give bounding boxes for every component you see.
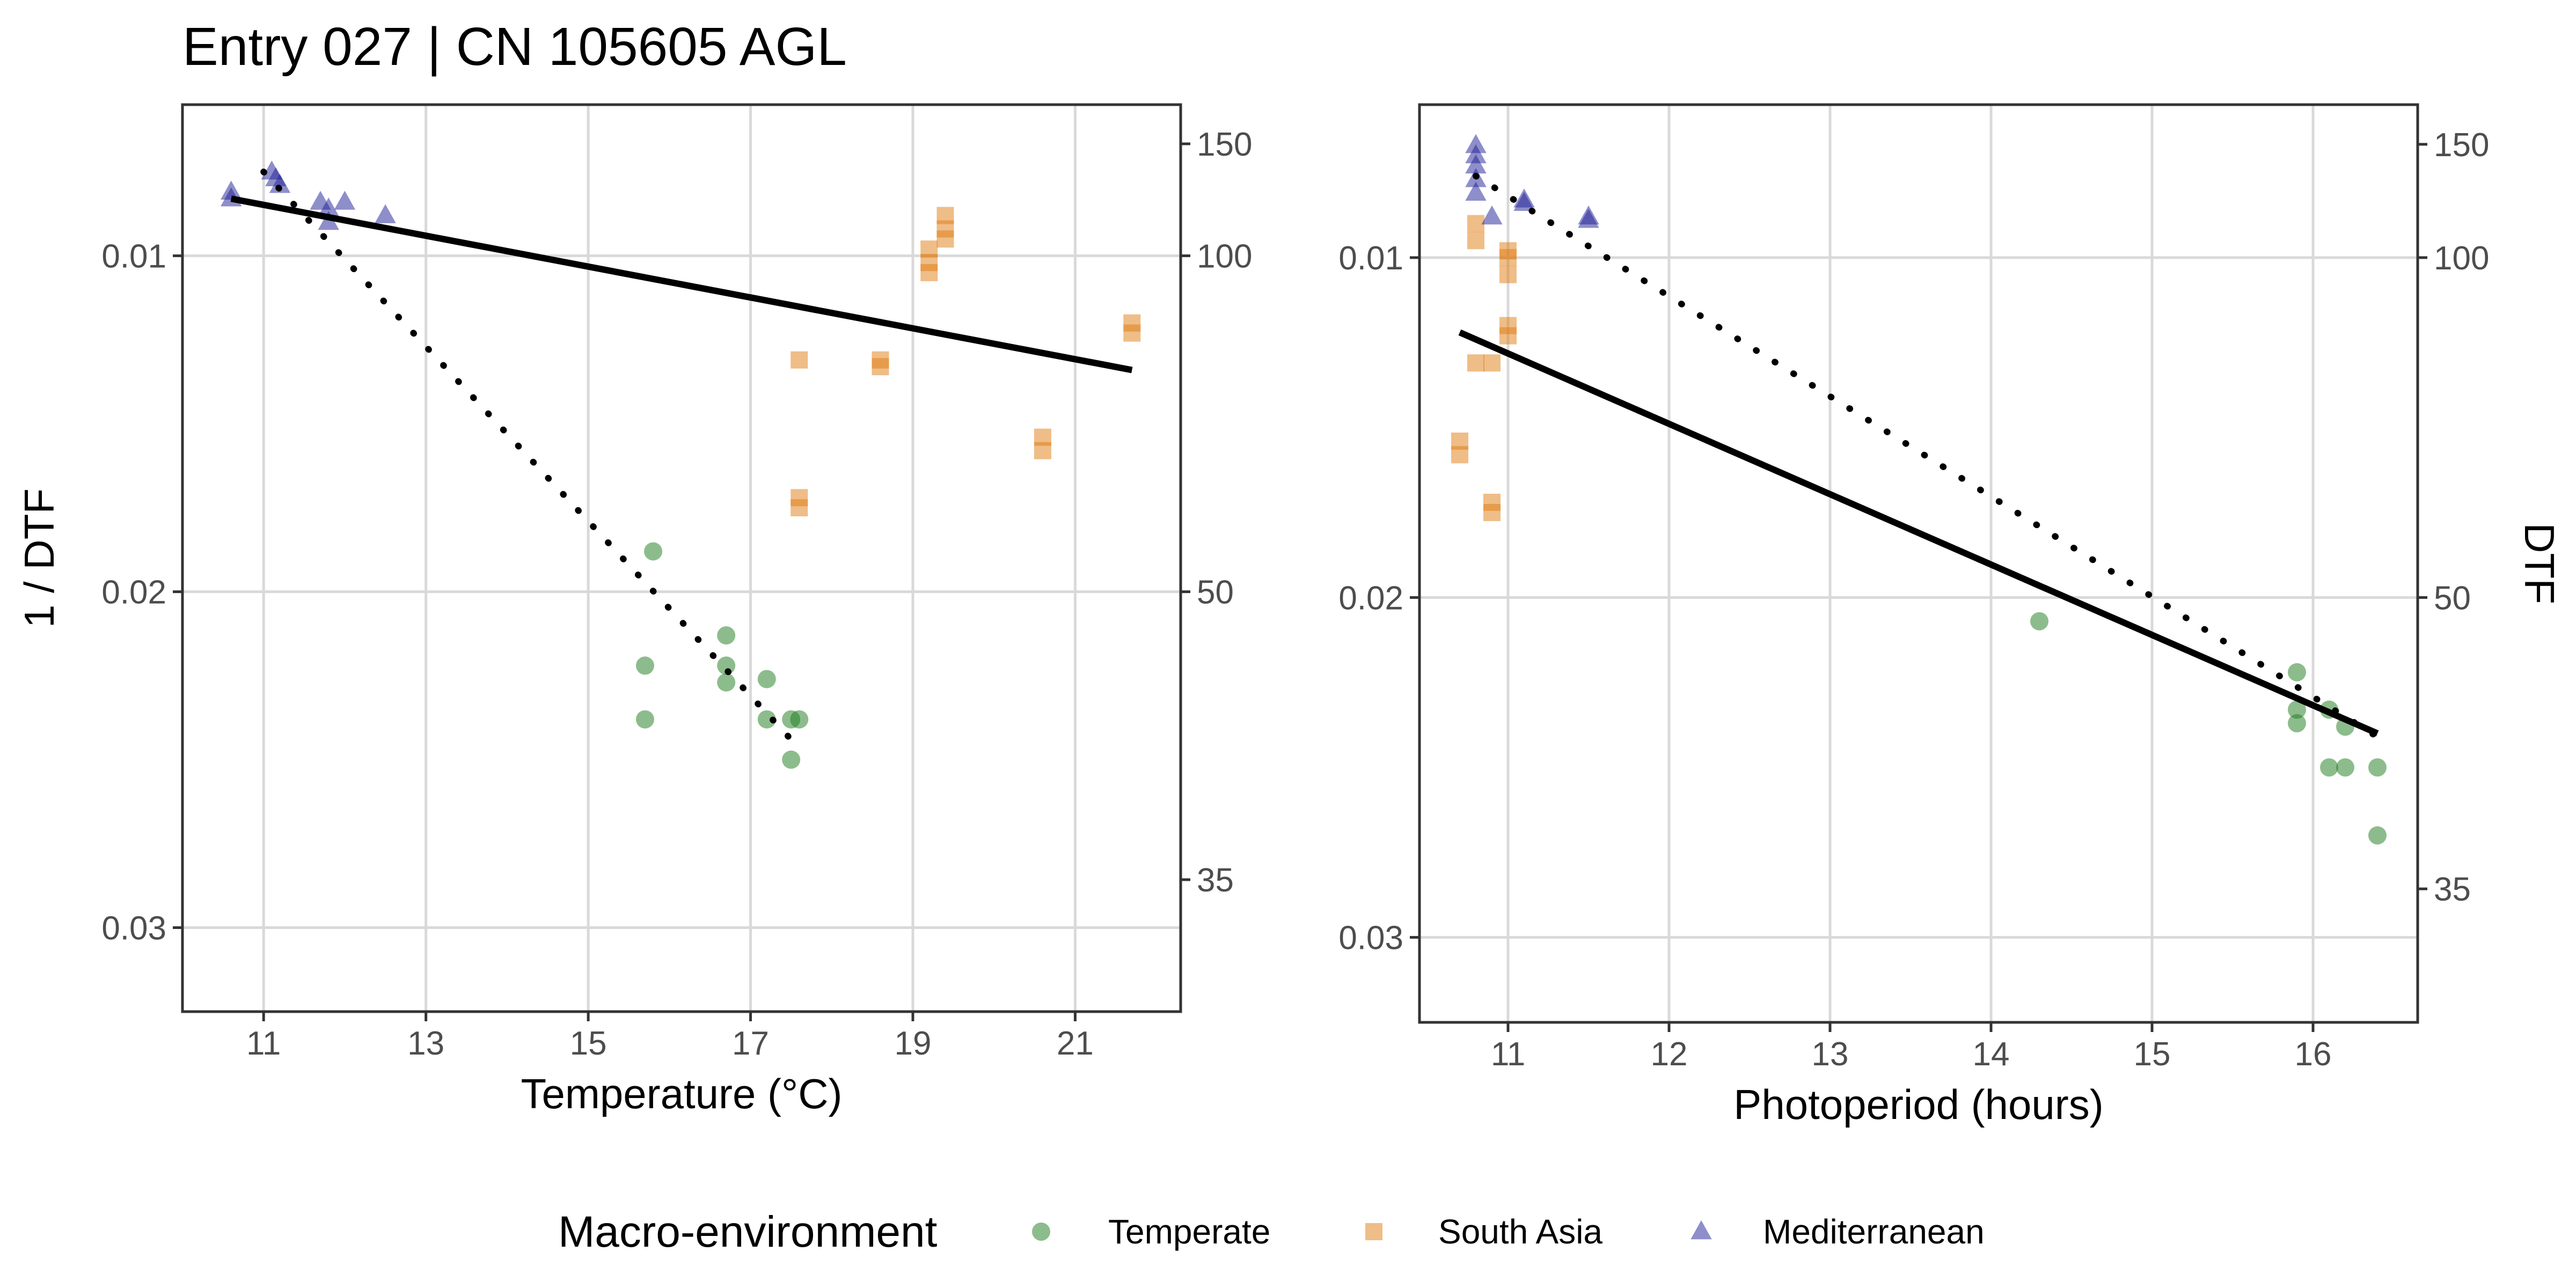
data-point-square [1451,446,1468,464]
data-point-square [1467,232,1484,250]
x-tick-label: 17 [732,1025,769,1062]
data-point-triangle [375,204,396,223]
y2-tick-label: 150 [2434,127,2489,164]
data-point-circle [757,710,776,729]
y-tick-label: 0.01 [1338,240,1403,277]
data-point-circle [757,670,776,689]
data-point-circle [717,626,736,645]
data-point-triangle [269,174,291,193]
x-axis-title: Temperature (°C) [521,1070,842,1117]
legend: Macro-environment Temperate South Asia Medi… [558,1208,1985,1256]
data-point-square [1467,354,1484,372]
legend-key-square [1365,1223,1382,1240]
data-point-circle [2288,700,2306,719]
y2-tick-label: 35 [1197,862,1234,899]
data-point-triangle [318,197,339,217]
y-tick-label: 0.03 [1338,920,1403,957]
x-tick-label: 15 [2134,1036,2171,1073]
panel-border [1418,103,2419,1024]
y-tick-label: 0.02 [1338,580,1403,617]
x-tick-label: 12 [1651,1036,1688,1073]
data-point-square [872,358,889,376]
data-point-triangle [1465,181,1487,201]
data-point-circle [2030,612,2048,631]
data-point-square [1034,442,1051,459]
panel-border [181,103,1182,1013]
y2-tick-label: 100 [1197,238,1252,275]
x-tick-label: 14 [1973,1036,2010,1073]
legend-label: Temperate [1108,1212,1270,1251]
photoperiod-panel: 11 12 13 14 15 16 0.01 0.02 0.03 150 100 50 35 Photop… [1338,103,2563,1128]
data-point-triangle [1465,144,1487,164]
data-point-square [1467,215,1484,232]
legend-title: Macro-environment [558,1208,938,1256]
data-point-circle [644,542,663,561]
data-point-triangle [334,191,356,210]
data-point-triangle [1465,154,1487,174]
data-point-square [936,207,954,224]
data-point-triangle [1481,205,1503,225]
data-point-square [936,230,954,248]
data-point-square [791,499,808,517]
dotted-fit-line [260,169,795,743]
x-tick-label: 13 [407,1025,444,1062]
data-point-circle [635,710,654,729]
data-point-square [1499,242,1517,260]
data-point-square [920,264,938,281]
y-tick-label: 0.02 [101,574,166,611]
data-point-square [1499,327,1517,345]
legend-key-triangle [1690,1220,1712,1240]
page-title: Entry 027 | CN 105605 AGL [182,17,847,77]
y2-tick-label: 50 [2434,580,2471,617]
data-point-square [1123,324,1141,342]
data-point-triangle [1465,134,1487,153]
x-axis-title: Photoperiod (hours) [1733,1081,2103,1128]
y2-axis-title: DTF [2516,523,2563,604]
y2-tick-label: 150 [1197,126,1252,163]
data-point-circle [782,750,801,769]
data-point-circle [790,710,809,729]
data-point-triangle [1513,192,1535,211]
legend-label: Mediterranean [1763,1212,1985,1251]
data-point-circle [635,656,654,675]
data-point-circle [717,673,736,692]
data-point-circle [2368,826,2387,845]
y-tick-label: 0.03 [101,910,166,947]
x-tick-label: 21 [1057,1025,1094,1062]
x-tick-label: 16 [2295,1036,2332,1073]
data-point-triangle [1578,209,1599,228]
solid-fit-line [1458,329,2379,737]
data-point-square [791,351,808,369]
y2-tick-label: 35 [2434,871,2471,908]
temperature-panel: 11 13 15 17 19 21 0.01 0.02 0.03 150 100 50 35 Temper… [16,103,1252,1117]
x-tick-label: 19 [894,1025,931,1062]
x-tick-label: 13 [1812,1036,1849,1073]
y-tick-label: 0.01 [101,238,166,275]
data-point-circle [2288,714,2306,733]
x-tick-label: 11 [1491,1036,1525,1073]
data-point-circle [2320,758,2338,777]
data-point-square [1483,354,1501,372]
data-point-square [1499,266,1517,283]
y2-tick-label: 100 [2434,240,2489,277]
legend-key-circle [1032,1223,1050,1241]
data-point-square [1483,504,1501,521]
solid-fit-line [230,195,1133,374]
data-point-circle [2368,758,2387,777]
y-axis-title: 1 / DTF [16,488,63,628]
x-tick-label: 11 [246,1025,281,1062]
data-point-circle [2336,758,2354,777]
x-tick-label: 15 [570,1025,607,1062]
dotted-fit-line [1473,173,2381,740]
y2-tick-label: 50 [1197,574,1234,611]
data-point-circle [2288,663,2306,682]
legend-label: South Asia [1438,1212,1602,1251]
